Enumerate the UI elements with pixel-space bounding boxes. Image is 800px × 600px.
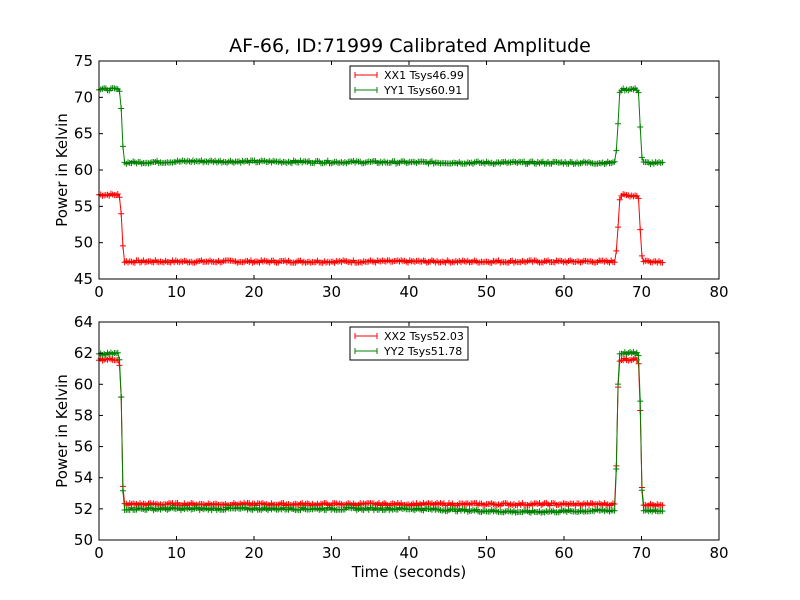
y-axis-label: Power in Kelvin [53, 374, 71, 488]
legend-marker [354, 348, 378, 354]
x-tick-label: 50 [477, 544, 496, 562]
legend-label: XX1 Tsys46.99 [384, 69, 464, 82]
legend-label: XX2 Tsys52.03 [384, 330, 464, 343]
x-tick-label: 20 [244, 544, 263, 562]
legend-marker [354, 72, 378, 78]
y-tick-label: 50 [74, 531, 93, 549]
legend-label: YY1 Tsys60.91 [383, 84, 462, 97]
x-tick-label: 40 [399, 283, 418, 301]
x-tick-label: 70 [632, 283, 651, 301]
x-tick-label: 10 [167, 544, 186, 562]
y-tick-label: 64 [74, 313, 93, 331]
x-tick-label: 60 [554, 544, 573, 562]
y-tick-label: 52 [74, 500, 93, 518]
y-axis-label: Power in Kelvin [53, 113, 71, 227]
y-tick-label: 55 [74, 197, 93, 215]
y-tick-label: 60 [74, 161, 93, 179]
x-tick-label: 30 [322, 544, 341, 562]
y-tick-label: 58 [74, 406, 93, 424]
x-tick-label: 60 [554, 283, 573, 301]
legend: XX2 Tsys52.03 YY2 Tsys51.78 [349, 326, 469, 361]
plot-panel-1: 0 10 20 30 40 50 60 70 80 45 50 55 60 65 70 75 Power in … [53, 52, 729, 301]
y-tick-label: 75 [74, 52, 93, 70]
x-tick-label: 0 [94, 283, 104, 301]
x-tick-label: 30 [322, 283, 341, 301]
y-tick-label: 45 [74, 270, 93, 288]
x-tick-label: 40 [399, 544, 418, 562]
x-tick-label: 50 [477, 283, 496, 301]
x-tick-label: 80 [709, 283, 728, 301]
legend-marker [354, 87, 378, 93]
y-tick-label: 56 [74, 438, 93, 456]
x-tick-label: 0 [94, 544, 104, 562]
x-tick-label: 10 [167, 283, 186, 301]
legend: XX1 Tsys46.99 YY1 Tsys60.91 [349, 65, 469, 100]
y-tick-label: 60 [74, 375, 93, 393]
x-tick-label: 20 [244, 283, 263, 301]
y-tick-label: 70 [74, 88, 93, 106]
plot-panel-2: 0 10 20 30 40 50 60 70 80 50 52 54 56 58 60 62 64 Power i… [53, 313, 729, 581]
x-tick-label: 80 [709, 544, 728, 562]
legend-marker [354, 333, 378, 339]
chart-title: AF-66, ID:71999 Calibrated Amplitude [229, 35, 591, 57]
x-axis-label: Time (seconds) [351, 563, 467, 581]
y-tick-label: 62 [74, 344, 93, 362]
y-tick-label: 65 [74, 125, 93, 143]
x-tick-label: 70 [632, 544, 651, 562]
y-tick-label: 54 [74, 469, 93, 487]
y-tick-label: 50 [74, 234, 93, 252]
legend-box [349, 65, 469, 100]
legend-label: YY2 Tsys51.78 [383, 345, 462, 358]
legend-box [349, 326, 469, 361]
